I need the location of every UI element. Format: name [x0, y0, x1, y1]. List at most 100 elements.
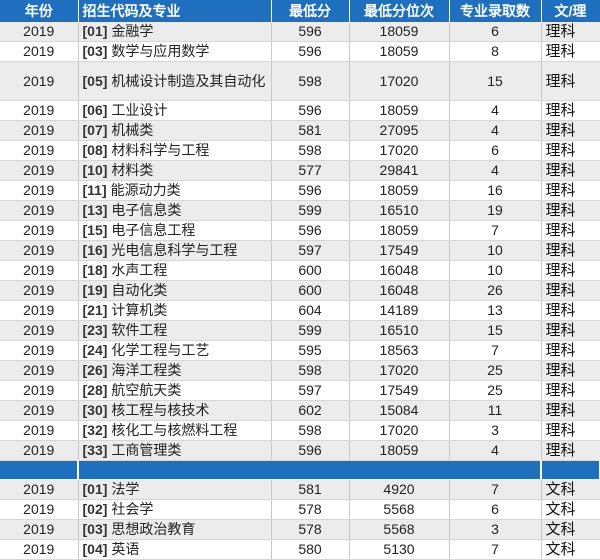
admit-count-cell: 6 — [449, 22, 542, 42]
type-cell: 理科 — [541, 160, 600, 181]
type-cell: 理科 — [541, 120, 600, 141]
major-code: [26] — [82, 362, 108, 378]
admit-count-cell: 7 — [449, 539, 542, 560]
min-score-cell: 596 — [271, 100, 350, 121]
min-score-cell: 600 — [271, 260, 350, 281]
type-cell: 理科 — [541, 180, 600, 201]
major-cell: [06] 工业设计 — [78, 100, 272, 121]
min-rank-cell: 17549 — [349, 380, 450, 401]
table-row: 2019 [11] 能源动力类 596 18059 16 理科 — [0, 180, 600, 201]
type-cell: 理科 — [541, 240, 600, 261]
admit-count-cell: 4 — [449, 100, 542, 121]
admit-count-cell: 3 — [449, 519, 542, 540]
table-row: 2019 [32] 核化工与核燃料工程 598 17020 3 理科 — [0, 420, 600, 441]
table-row: 2019 [23] 软件工程 599 16510 15 理科 — [0, 320, 600, 341]
min-rank-cell: 17020 — [349, 360, 450, 381]
year-cell: 2019 — [0, 120, 79, 141]
major-name: 软件工程 — [111, 322, 168, 338]
table-row: 2019 [10] 材料类 577 29841 4 理科 — [0, 160, 600, 181]
major-cell: [18] 水声工程 — [78, 260, 272, 281]
min-score-cell: 596 — [271, 22, 350, 42]
major-cell: [33] 工商管理类 — [78, 440, 272, 461]
year-cell: 2019 — [0, 479, 79, 500]
admit-count-cell: 16 — [449, 180, 542, 201]
major-name: 核化工与核燃料工程 — [111, 422, 238, 438]
admit-count-cell: 15 — [449, 61, 542, 101]
type-cell: 理科 — [541, 400, 600, 421]
header-type: 文/理 — [541, 0, 600, 22]
major-name: 机械设计制造及其自动化 — [111, 72, 266, 89]
min-rank-cell: 17020 — [349, 140, 450, 161]
year-cell: 2019 — [0, 519, 79, 540]
year-cell: 2019 — [0, 300, 79, 321]
admit-count-cell: 4 — [449, 120, 542, 141]
min-rank-cell: 16048 — [349, 260, 450, 281]
major-cell: [16] 光电信息科学与工程 — [78, 240, 272, 261]
major-code: [02] — [82, 501, 108, 517]
type-cell: 理科 — [541, 140, 600, 161]
min-score-cell: 599 — [271, 320, 350, 341]
table-row: 2019 [15] 电子信息工程 596 18059 7 理科 — [0, 220, 600, 241]
min-score-cell: 598 — [271, 420, 350, 441]
table-row: 2019 [16] 光电信息科学与工程 597 17549 10 理科 — [0, 240, 600, 261]
table-row: 2019 [03] 思想政治教育 578 5568 3 文科 — [0, 519, 600, 540]
type-cell: 理科 — [541, 100, 600, 121]
major-code: [15] — [82, 222, 108, 238]
major-cell: [19] 自动化类 — [78, 280, 272, 301]
table-row: 2019 [01] 法学 581 4920 7 文科 — [0, 479, 600, 500]
year-cell: 2019 — [0, 240, 79, 261]
min-rank-cell: 5568 — [349, 519, 450, 540]
year-cell: 2019 — [0, 220, 79, 241]
admit-count-cell: 25 — [449, 380, 542, 401]
min-rank-cell: 18059 — [349, 180, 450, 201]
min-rank-cell: 18059 — [349, 22, 450, 42]
min-score-cell: 578 — [271, 519, 350, 540]
min-rank-cell: 15084 — [349, 400, 450, 421]
major-cell: [02] 社会学 — [78, 499, 272, 520]
min-score-cell: 602 — [271, 400, 350, 421]
min-score-cell: 581 — [271, 120, 350, 141]
major-name: 工商管理类 — [111, 442, 182, 458]
type-cell: 理科 — [541, 320, 600, 341]
major-cell: [03] 数学与应用数学 — [78, 41, 272, 62]
admit-count-cell: 6 — [449, 499, 542, 520]
type-cell: 理科 — [541, 440, 600, 461]
min-score-cell: 595 — [271, 340, 350, 361]
type-cell: 理科 — [541, 22, 600, 42]
year-cell: 2019 — [0, 440, 79, 461]
table-row: 2019 [19] 自动化类 600 16048 26 理科 — [0, 280, 600, 301]
table-row: 2019 [05] 机械设计制造及其自动化 598 17020 15 理科 — [0, 61, 600, 101]
min-score-cell: 596 — [271, 220, 350, 241]
major-cell: [04] 英语 — [78, 539, 272, 560]
min-score-cell: 581 — [271, 479, 350, 500]
year-cell: 2019 — [0, 320, 79, 341]
major-code: [21] — [82, 302, 108, 318]
type-cell: 文科 — [541, 519, 600, 540]
min-rank-cell: 17020 — [349, 420, 450, 441]
header-year: 年份 — [0, 0, 79, 22]
min-rank-cell: 29841 — [349, 160, 450, 181]
major-cell: [21] 计算机类 — [78, 300, 272, 321]
admit-count-cell: 4 — [449, 440, 542, 461]
major-cell: [23] 软件工程 — [78, 320, 272, 341]
major-code: [18] — [82, 262, 108, 278]
major-cell: [11] 能源动力类 — [78, 180, 272, 201]
table-row: 2019 [26] 海洋工程类 598 17020 25 理科 — [0, 360, 600, 381]
admit-count-cell: 11 — [449, 400, 542, 421]
table-row: 2019 [30] 核工程与核技术 602 15084 11 理科 — [0, 400, 600, 421]
min-rank-cell: 16048 — [349, 280, 450, 301]
major-cell: [01] 法学 — [78, 479, 272, 500]
table-row: 2019 [07] 机械类 581 27095 4 理科 — [0, 120, 600, 141]
admit-count-cell: 7 — [449, 220, 542, 241]
major-code: [03] — [82, 43, 108, 59]
major-name: 光电信息科学与工程 — [111, 242, 238, 258]
major-code: [04] — [82, 541, 108, 557]
min-rank-cell: 18059 — [349, 100, 450, 121]
min-rank-cell: 18059 — [349, 41, 450, 62]
major-name: 法学 — [111, 481, 140, 497]
divider-cell — [541, 460, 600, 480]
major-cell: [30] 核工程与核技术 — [78, 400, 272, 421]
major-code: [30] — [82, 402, 108, 418]
min-score-cell: 598 — [271, 360, 350, 381]
